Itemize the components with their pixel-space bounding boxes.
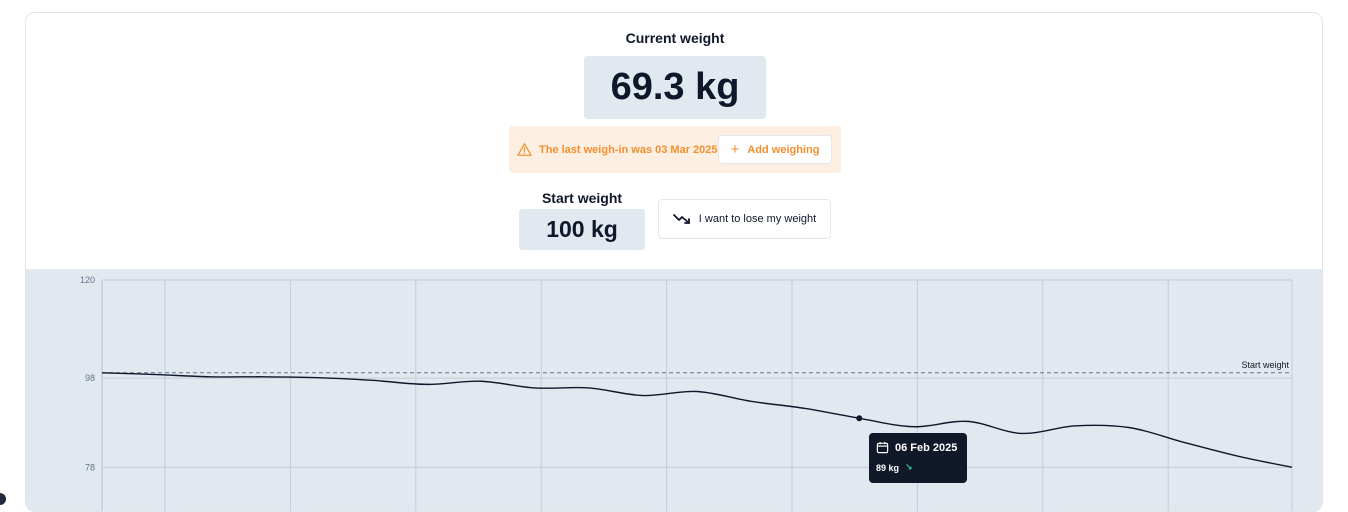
weight-series-line xyxy=(101,372,1293,469)
y-tick-label: 120 xyxy=(80,275,95,285)
weight-card: Current weight 69.3 kg The last weigh-in… xyxy=(25,12,1323,512)
y-tick-label: 78 xyxy=(85,462,95,472)
last-weigh-in-text: The last weigh-in was 03 Mar 2025 xyxy=(539,143,718,156)
plus-icon: + xyxy=(730,141,740,158)
lose-weight-goal-label: I want to lose my weight xyxy=(698,213,817,225)
current-weight-value: 69.3 kg xyxy=(584,56,766,119)
calendar-icon xyxy=(876,441,889,454)
highlighted-data-point xyxy=(856,415,863,422)
start-weight-title: Start weight xyxy=(541,190,623,206)
last-weigh-in-alert: The last weigh-in was 03 Mar 2025 + Add … xyxy=(509,126,841,173)
tooltip-value: 89 kg xyxy=(876,462,900,473)
y-tick-label: 98 xyxy=(85,373,95,383)
corner-indicator xyxy=(0,493,6,505)
tooltip-date: 06 Feb 2025 xyxy=(895,441,958,454)
weight-chart: 120 98 78 Start weight 06 Feb 2025 89 kg ↘ xyxy=(26,269,1322,511)
warning-triangle-icon xyxy=(517,142,533,158)
trending-down-icon xyxy=(672,214,690,224)
add-weighing-button[interactable]: + Add weighing xyxy=(718,135,832,164)
start-weight-value: 100 kg xyxy=(519,209,645,250)
chart-tooltip: 06 Feb 2025 89 kg ↘ xyxy=(869,433,967,483)
current-weight-title: Current weight xyxy=(625,30,725,46)
trend-down-icon: ↘ xyxy=(905,462,913,472)
add-weighing-label: Add weighing xyxy=(747,143,820,156)
start-weight-reference-label: Start weight xyxy=(1241,360,1289,370)
weight-chart-svg: 120 98 78 Start weight xyxy=(80,275,1293,511)
lose-weight-goal-button[interactable]: I want to lose my weight xyxy=(658,199,831,239)
